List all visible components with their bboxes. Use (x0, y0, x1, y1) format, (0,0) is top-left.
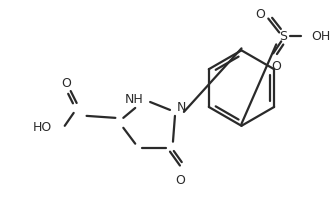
Text: O: O (175, 174, 185, 187)
Text: O: O (61, 77, 71, 90)
Text: S: S (279, 30, 287, 43)
Text: NH: NH (125, 92, 143, 106)
Text: OH: OH (311, 30, 331, 43)
Text: O: O (271, 60, 281, 73)
Text: O: O (255, 8, 265, 21)
Text: HO: HO (32, 121, 51, 134)
Text: N: N (177, 101, 186, 114)
